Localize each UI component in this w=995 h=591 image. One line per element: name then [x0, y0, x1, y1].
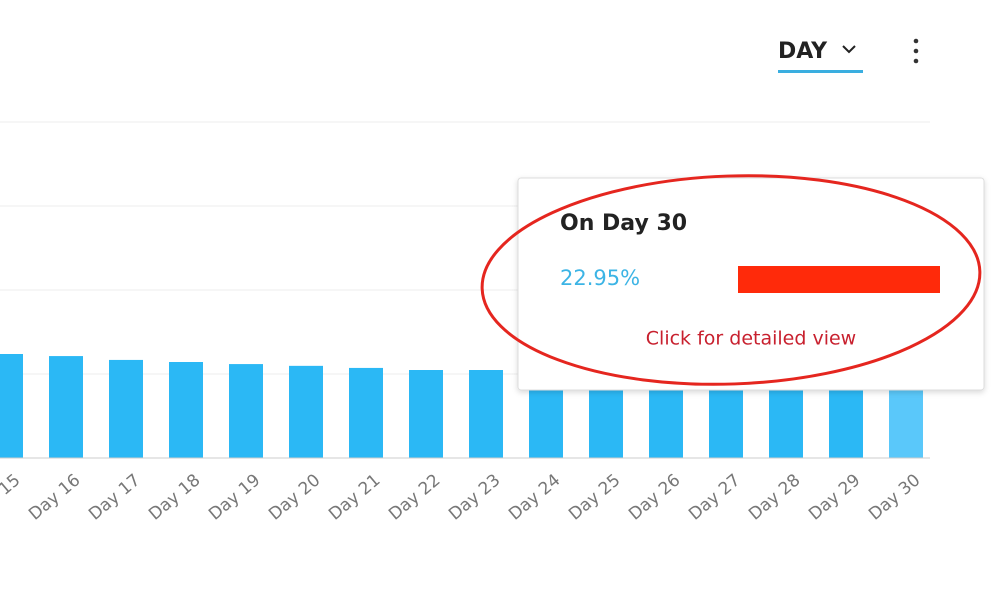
x-tick-label: Day 17: [85, 470, 144, 524]
x-tick-label: Day 24: [505, 470, 564, 524]
dot: [913, 58, 919, 64]
bar: [229, 364, 263, 458]
x-tick-label: Day 18: [145, 470, 204, 524]
redaction: [738, 266, 940, 293]
bar: [889, 390, 923, 458]
dot: [913, 38, 919, 44]
x-tick-label: Day 26: [625, 470, 684, 524]
x-tick-label: Day 30: [865, 470, 924, 524]
chevron: [842, 45, 856, 54]
dot: [913, 48, 919, 54]
x-tick-label: Day 27: [685, 470, 744, 524]
bar: [169, 362, 203, 458]
tooltip-value: 22.95%: [560, 266, 640, 290]
tooltip-link[interactable]: Click for detailed view: [646, 328, 856, 350]
tooltip-title: On Day 30: [560, 211, 687, 236]
bars: [0, 354, 923, 458]
x-tick-label: Day 19: [205, 470, 264, 524]
bar: [649, 377, 683, 458]
bar: [0, 354, 23, 458]
bar: [349, 367, 383, 458]
x-tick-label: Day 23: [445, 470, 504, 524]
x-tick-label: Day 21: [325, 470, 384, 524]
period-dropdown[interactable]: DAY: [778, 39, 828, 64]
x-tick-label: Day 28: [745, 470, 804, 524]
bar: [829, 388, 863, 458]
x-tick-label: Day 29: [805, 470, 864, 524]
bar: [49, 356, 83, 458]
bar: [469, 370, 503, 458]
x-labels: Day 15 Day 16 Day 17 Day 18 Day 19 Day 20 Day …: [0, 470, 924, 524]
bar: [109, 359, 143, 458]
x-tick-label: Day 25: [565, 470, 624, 524]
bar: [409, 370, 443, 458]
x-tick-label: Day 16: [25, 470, 84, 524]
annotation-ellipse: [480, 174, 982, 386]
bar: [289, 365, 323, 458]
more-menu[interactable]: [913, 38, 919, 64]
bar: [709, 378, 743, 458]
x-tick-label: Day 20: [265, 470, 324, 524]
x-tick-label: Day 15: [0, 470, 24, 524]
bar: [769, 383, 803, 458]
x-tick-label: Day 22: [385, 470, 444, 524]
dropdown-underline: [778, 70, 863, 73]
